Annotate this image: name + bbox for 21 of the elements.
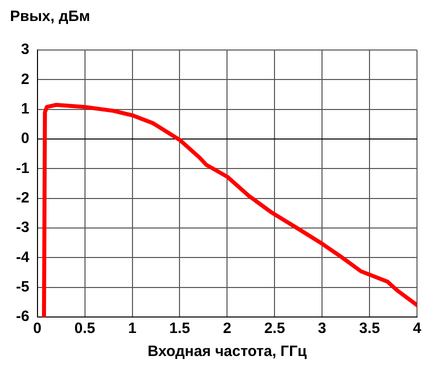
y-tick-label: -6 [16,308,30,326]
y-axis-title: Pвых, дБм [10,8,90,25]
x-tick-label: 2.5 [264,320,286,338]
x-tick-label: 1.5 [169,320,190,338]
y-tick-label: -5 [16,278,30,296]
x-tick-label: 3 [318,320,326,338]
x-tick-label: 0 [33,320,42,338]
x-tick-label: 2 [222,320,232,338]
x-tick-label: 0.5 [74,320,96,338]
x-tick-label: 4 [412,320,422,338]
y-tick-label: 0 [20,130,30,148]
y-tick-label: 1 [20,100,30,118]
y-tick-label: 2 [20,70,30,88]
y-tick-label: -4 [16,248,30,266]
x-tick-label: 3.5 [359,320,380,338]
y-tick-label: -2 [16,189,30,206]
y-tick-label: -1 [16,160,30,177]
x-tick-label: 1 [128,320,136,338]
y-tick-label: -3 [16,219,30,236]
x-axis-title: Входная частота, ГГц [148,343,308,360]
y-tick-label: 3 [20,41,30,58]
